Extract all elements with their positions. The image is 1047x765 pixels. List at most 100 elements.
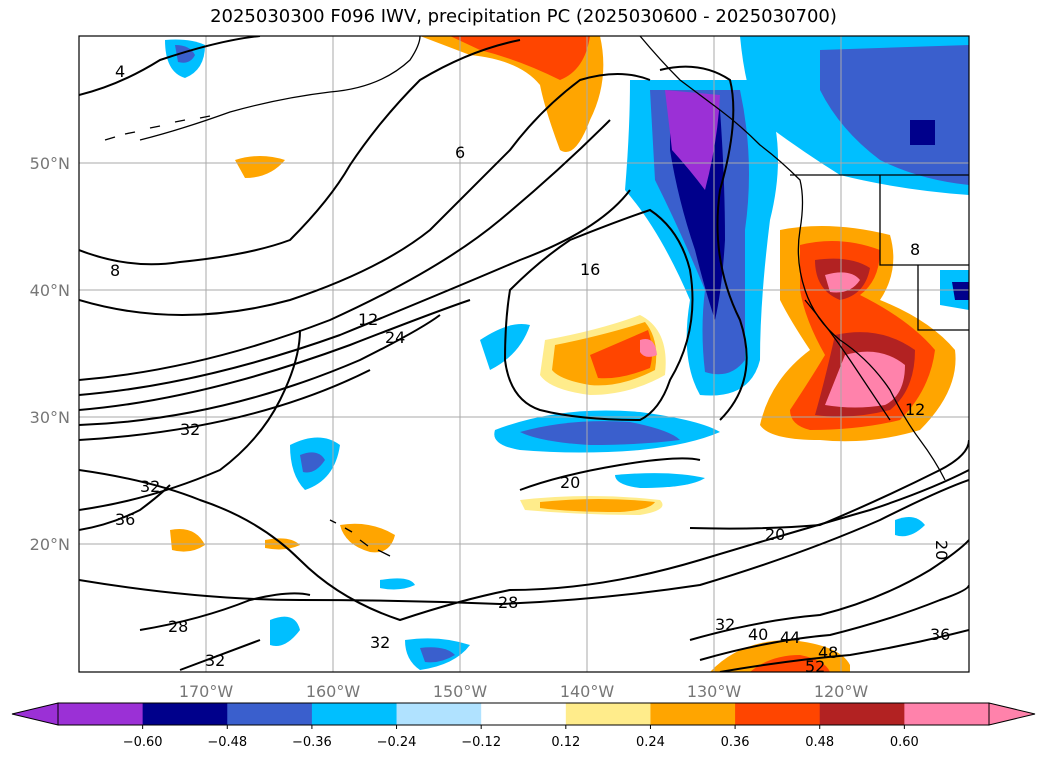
shade-navy-ne [910, 120, 935, 145]
colorbar-cell [396, 703, 482, 725]
contour-label-36: 36 [115, 510, 135, 529]
x-tick-120w: 120°W [814, 682, 869, 701]
contour-sw2 [179, 639, 261, 671]
coast-alaska [139, 36, 421, 141]
contour-label-52: 52 [805, 657, 825, 676]
contour-16 [79, 119, 611, 381]
colorbar-cells [57, 702, 990, 726]
colorbar-over-arrow [988, 702, 1036, 726]
contour-28 [79, 314, 441, 426]
colorbar-cell [142, 703, 228, 725]
figure-title: 2025030300 F096 IWV, precipitation PC (2… [210, 6, 837, 27]
shade-purple-coast [665, 90, 720, 190]
contour-label-32d: 32 [205, 651, 225, 670]
colorbar-cell [481, 703, 567, 725]
map-frame [78, 35, 970, 673]
contour-36 [79, 329, 301, 511]
contour-label-32b: 32 [140, 477, 160, 496]
shade-small-w2 [175, 45, 195, 63]
contour-label-12: 12 [358, 310, 378, 329]
shade-small-w6 [170, 529, 205, 552]
coast-namerica [639, 36, 946, 481]
shade-small-w13 [270, 616, 300, 646]
colorbar-tick-label: 0.48 [805, 735, 834, 750]
x-tick-140w: 140°W [560, 682, 615, 701]
shade-blue-se [895, 516, 925, 537]
iwv-contours [79, 36, 969, 672]
colorbar-tick-label: −0.48 [207, 735, 247, 750]
colorbar-tick-label: 0.24 [636, 735, 665, 750]
x-tick-130w: 130°W [687, 682, 742, 701]
colorbar-cell [904, 703, 990, 725]
contour-label-48: 48 [818, 643, 838, 662]
colorbar-tick-label: −0.36 [292, 735, 332, 750]
contour-label-20c: 20 [932, 540, 951, 560]
contour-label-36b: 36 [930, 625, 950, 644]
colorbar-under-arrow [11, 702, 59, 726]
x-tick-150w: 150°W [433, 682, 488, 701]
contour-label-12b: 12 [905, 400, 925, 419]
shade-small-w3 [235, 156, 285, 178]
contour-label-40: 40 [748, 625, 768, 644]
colorbar-cell [227, 703, 313, 725]
colorbar-cell [565, 703, 651, 725]
colorbar-cell [311, 703, 398, 725]
coastlines [104, 36, 969, 557]
shade-blue-ne [820, 45, 969, 185]
y-tick-20n: 20°N [30, 535, 70, 554]
contour-label-20b: 20 [765, 525, 785, 544]
contour-8-coast [659, 65, 748, 421]
contour-32 [79, 369, 371, 441]
contour-28b [79, 479, 969, 606]
colorbar-cell [819, 703, 905, 725]
contour-se3 [719, 629, 969, 672]
shade-small-w5 [300, 452, 325, 473]
colorbar-cell [650, 703, 736, 725]
x-tick-160w: 160°W [306, 682, 361, 701]
contour-20b [519, 457, 701, 491]
x-axis-labels: 170°W 160°W 150°W 140°W 130°W 120°W [179, 682, 869, 701]
shade-red-cp [590, 330, 653, 379]
contour-32b [79, 469, 969, 622]
colorbar-tick-label: −0.24 [377, 735, 417, 750]
contour-24 [79, 299, 471, 411]
contour-20c [689, 439, 969, 530]
shade-pink-ca [825, 272, 905, 408]
shade-blue-25n [615, 473, 705, 488]
contour-label-16: 16 [580, 260, 600, 279]
precip-shading [165, 36, 969, 672]
shade-blue-30n [520, 421, 680, 445]
shade-small-w9 [380, 578, 415, 590]
contour-sw1 [139, 592, 311, 631]
contour-label-44: 44 [780, 628, 800, 647]
contour-label-32c: 32 [370, 633, 390, 652]
contour-label-group: 4 8 12 16 20 20 24 28 28 32 32 32 32 32 … [110, 62, 951, 676]
colorbar-tick-label: 0.12 [551, 735, 580, 750]
colorbar-cell [735, 703, 821, 725]
contour-label-8: 8 [110, 261, 120, 280]
contour-label-28: 28 [498, 593, 518, 612]
contour-se1 [689, 539, 969, 641]
contour-20 [79, 189, 631, 396]
shade-pink-cp [640, 339, 657, 357]
contour-label-24: 24 [385, 328, 405, 347]
colorbar-cell [58, 703, 144, 725]
contour-label-4: 4 [115, 62, 125, 81]
colorbar-tick-label: 0.60 [890, 735, 919, 750]
contour-label-6: 6 [455, 143, 465, 162]
contour-label-28b: 28 [168, 617, 188, 636]
coast-aleutians [104, 115, 211, 141]
contour-inner1 [503, 208, 694, 422]
shade-red-north [450, 36, 590, 80]
colorbar-tick-label: 0.36 [721, 735, 750, 750]
coast-baja [804, 299, 891, 421]
shade-small-w8 [340, 523, 395, 553]
contour-label-20: 20 [560, 473, 580, 492]
shade-small-w11 [420, 647, 455, 663]
shade-orange-22n [540, 499, 655, 512]
x-tick-170w: 170°W [179, 682, 234, 701]
contour-8-west [79, 39, 521, 266]
y-tick-40n: 40°N [30, 281, 70, 300]
contour-se2 [699, 584, 969, 661]
